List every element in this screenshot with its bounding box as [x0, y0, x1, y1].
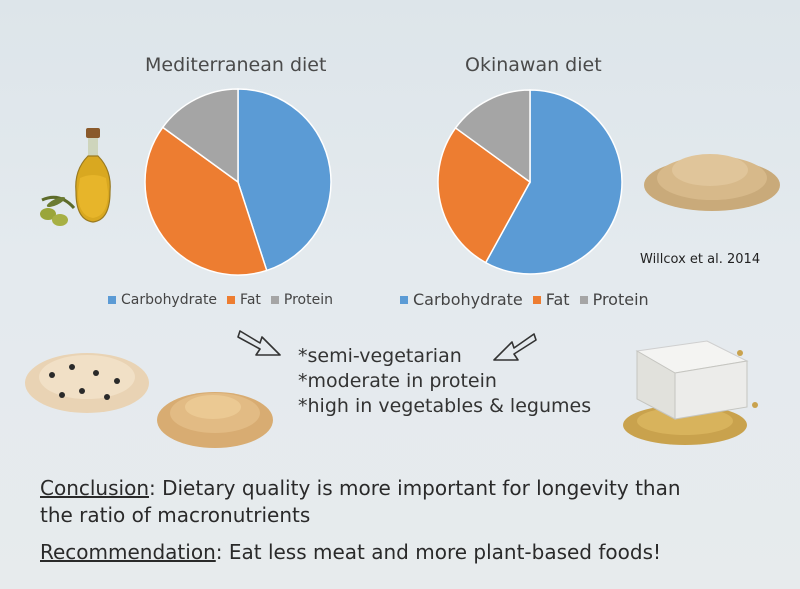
legend-swatch-protein — [270, 296, 279, 304]
legend-swatch-fat — [532, 295, 541, 304]
recommendation-text: : Eat less meat and more plant-based foo… — [215, 540, 662, 564]
legend-item-fat: Fat — [227, 292, 261, 308]
pie-slice-protein — [454, 89, 531, 184]
legend-swatch-fat — [227, 296, 236, 304]
legend-label-fat: Fat — [240, 292, 261, 308]
citation: Willcox et al. 2014 — [640, 252, 761, 267]
okinawan-legend: Carbohydrate Fat Protein — [400, 290, 659, 309]
rice-pile-icon — [644, 154, 780, 211]
pie-slice-fat — [437, 126, 531, 264]
legend-item-protein: Protein — [579, 290, 649, 309]
pie-slice-protein — [161, 88, 239, 184]
olive-oil-bottle-icon — [40, 128, 111, 226]
okinawan-pie — [437, 89, 623, 275]
chickpeas-icon — [157, 392, 273, 448]
legend-label-fat: Fat — [545, 290, 570, 309]
arrow-down-right-icon — [237, 330, 281, 356]
diet-features-list: *semi-vegetarian *moderate in protein *h… — [298, 344, 591, 419]
legend-label-protein: Protein — [592, 290, 649, 309]
legend-item-carbohydrate: Carbohydrate — [108, 292, 217, 308]
legend-swatch-protein — [579, 295, 588, 304]
conclusion-block: Conclusion: Dietary quality is more impo… — [40, 475, 780, 566]
pie-slice-fat — [144, 126, 268, 276]
mediterranean-title: Mediterranean diet — [145, 54, 327, 76]
legend-swatch-carbohydrate — [108, 296, 116, 304]
tofu-soybeans-icon — [623, 340, 758, 445]
conclusion-text-2: the ratio of macronutrients — [40, 503, 311, 527]
legend-label-protein: Protein — [283, 292, 333, 308]
legend-item-fat: Fat — [532, 290, 570, 309]
legend-item-protein: Protein — [270, 292, 333, 308]
legend-label-carbohydrate: Carbohydrate — [413, 290, 523, 309]
legend-label-carbohydrate: Carbohydrate — [121, 292, 218, 308]
mediterranean-pie — [144, 88, 332, 276]
legend-item-carbohydrate: Carbohydrate — [400, 290, 523, 309]
bullet-high-vegetables: *high in vegetables & legumes — [298, 395, 592, 417]
conclusion-label: Conclusion — [40, 476, 149, 500]
arrow-down-left-icon — [493, 333, 537, 361]
bullet-semi-vegetarian: *semi-vegetarian — [298, 345, 462, 367]
mediterranean-legend: Carbohydrate Fat Protein — [108, 292, 343, 308]
okinawan-title: Okinawan diet — [465, 54, 602, 76]
pie-slice-carbohydrate — [237, 88, 332, 272]
recommendation-line: Recommendation: Eat less meat and more p… — [40, 539, 780, 566]
conclusion-text: : Dietary quality is more important for … — [149, 476, 681, 500]
legend-swatch-carbohydrate — [400, 295, 408, 304]
black-eyed-peas-icon — [25, 353, 149, 413]
recommendation-label: Recommendation — [40, 540, 216, 564]
pie-slice-carbohydrate — [484, 89, 623, 275]
conclusion-line-1: Conclusion: Dietary quality is more impo… — [40, 475, 780, 502]
bullet-moderate-protein: *moderate in protein — [298, 370, 497, 392]
